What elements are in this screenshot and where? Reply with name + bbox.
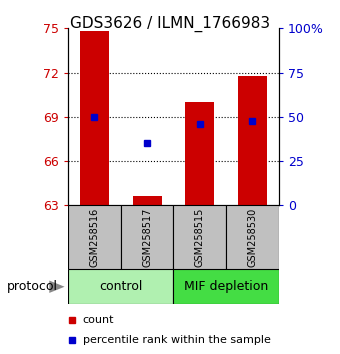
Text: percentile rank within the sample: percentile rank within the sample	[83, 335, 271, 345]
Bar	[238, 75, 267, 205]
Text: GDS3626 / ILMN_1766983: GDS3626 / ILMN_1766983	[70, 16, 270, 32]
Bar	[226, 205, 279, 269]
Text: GSM258516: GSM258516	[89, 207, 99, 267]
Text: MIF depletion: MIF depletion	[184, 280, 268, 293]
Bar	[80, 31, 109, 205]
Bar	[68, 205, 121, 269]
Text: GSM258530: GSM258530	[248, 207, 257, 267]
Polygon shape	[49, 280, 65, 293]
Bar	[68, 269, 173, 304]
Bar	[173, 205, 226, 269]
Text: GSM258517: GSM258517	[142, 207, 152, 267]
Bar	[173, 269, 279, 304]
Text: GSM258515: GSM258515	[195, 207, 205, 267]
Bar	[121, 205, 173, 269]
Text: control: control	[99, 280, 142, 293]
Text: count: count	[83, 315, 114, 325]
Bar	[133, 196, 161, 205]
Text: protocol: protocol	[7, 280, 58, 293]
Bar	[185, 102, 214, 205]
